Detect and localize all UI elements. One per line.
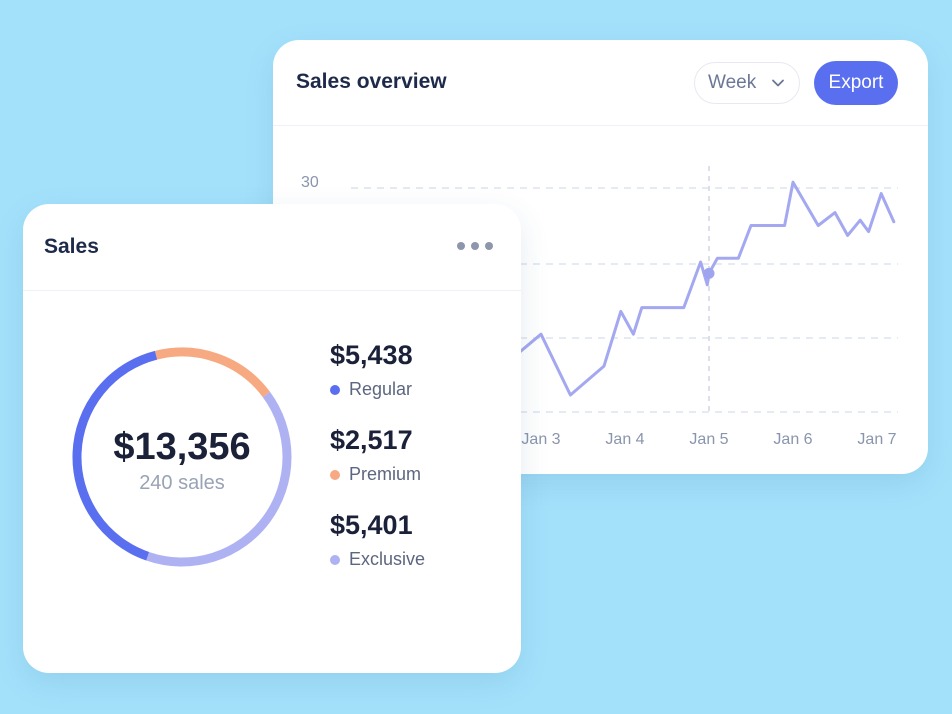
y-tick-label: 30 (301, 174, 319, 191)
sales-header: Sales (23, 204, 521, 291)
x-tick-label: Jan 3 (521, 431, 560, 448)
exclusive-dot-icon (330, 554, 340, 565)
highlight-point[interactable] (703, 267, 715, 279)
x-tick-label: Jan 6 (773, 431, 812, 448)
chevron-down-icon (772, 79, 784, 87)
donut-segment-regular (72, 350, 158, 561)
legend-item-exclusive: $5,401 Exclusive (330, 510, 425, 570)
sales-card: Sales $13,356 240 sales $5,438 Regular $… (23, 204, 521, 673)
regular-amount: $5,438 (330, 340, 413, 370)
sales-title: Sales (44, 235, 99, 258)
period-select-value: Week (708, 72, 757, 93)
period-select[interactable]: Week (694, 62, 800, 104)
premium-dot-icon (330, 469, 340, 480)
premium-label: Premium (349, 464, 422, 484)
series-line (505, 180, 896, 397)
x-tick-label: Jan 4 (605, 431, 644, 448)
premium-amount: $2,517 (330, 425, 413, 455)
exclusive-label: Exclusive (349, 549, 426, 569)
sales-total: $13,356 (113, 426, 251, 468)
sales-line-chart: 30 Jan 3 Jan 4 Jan 5 Jan 6 Jan 7 (301, 166, 898, 448)
x-tick-label: Jan 5 (689, 431, 728, 448)
x-tick-label: Jan 7 (857, 431, 896, 448)
sales-donut-chart (72, 347, 292, 567)
donut-segment-premium (154, 347, 271, 398)
export-button[interactable]: Export (814, 61, 898, 105)
regular-label: Regular (349, 379, 413, 399)
exclusive-amount: $5,401 (330, 510, 413, 540)
sales-overview-title: Sales overview (296, 70, 447, 93)
donut-segment-exclusive (146, 391, 292, 567)
legend-item-premium: $2,517 Premium (330, 425, 421, 485)
sales-count: 240 sales (139, 472, 225, 494)
regular-dot-icon (330, 384, 340, 395)
more-options-icon[interactable] (455, 238, 495, 254)
sales-overview-header: Sales overview Week Export (273, 40, 928, 126)
legend-item-regular: $5,438 Regular (330, 340, 413, 400)
